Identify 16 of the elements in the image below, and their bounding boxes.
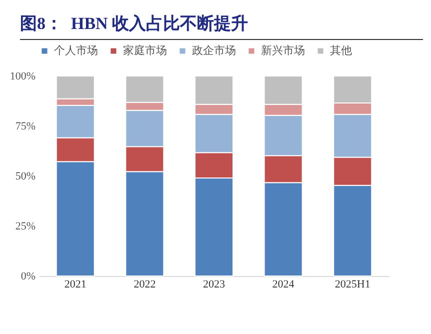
y-tick-label: 0%: [20, 270, 36, 282]
x-tick-label: 2022: [134, 278, 156, 290]
x-tick-label: 2021: [64, 278, 86, 290]
y-tick-label: 25%: [15, 220, 36, 232]
y-tick-label: 100%: [10, 70, 36, 82]
legend-label: 家庭市场: [123, 44, 167, 57]
legend-label: 新兴市场: [261, 44, 305, 57]
legend-label: 政企市场: [192, 44, 236, 57]
x-tick-label: 2023: [203, 278, 226, 290]
chart-title: 图8： HBN 收入占比不断提升: [20, 12, 423, 40]
legend-label: 个人市场: [54, 44, 98, 57]
y-tick-label: 75%: [15, 120, 36, 132]
x-tick-label: 2024: [272, 278, 295, 290]
x-tick-label: 2025H1: [334, 278, 370, 290]
y-tick-label: 50%: [15, 170, 36, 182]
legend-label: 其他: [330, 44, 352, 57]
